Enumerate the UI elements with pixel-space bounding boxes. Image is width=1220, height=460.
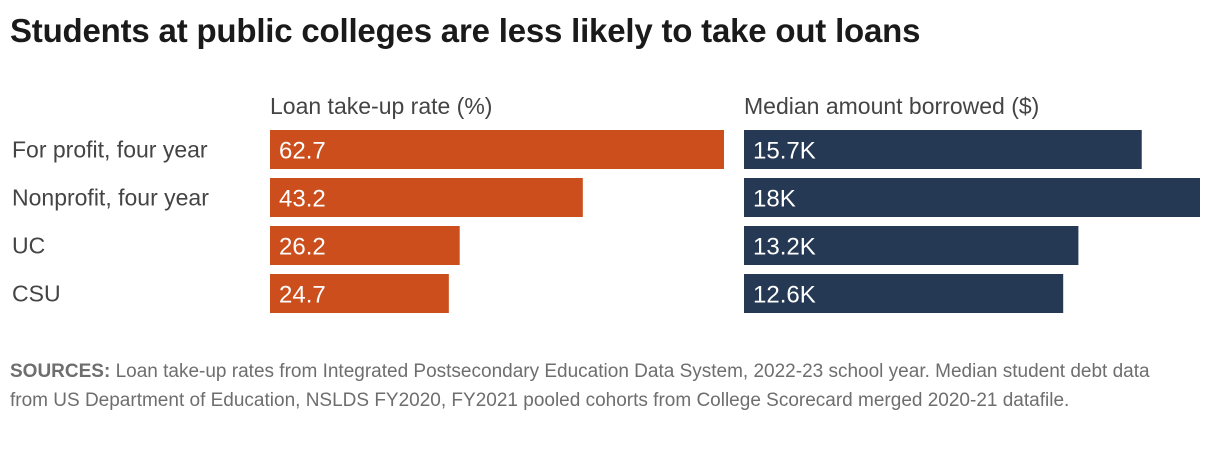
category-label: Nonprofit, four year [12,185,209,211]
bar-value-label: 24.7 [279,282,326,309]
bar [744,178,1200,217]
chart-canvas: For profit, four year Nonprofit, four yea… [12,93,1200,313]
sources-label: SOURCES: [10,361,111,382]
bar [270,130,724,169]
panel-title: Median amount borrowed ($) [744,93,1039,119]
category-label: For profit, four year [12,137,208,163]
bar-value-label: 43.2 [279,186,326,213]
bar [744,130,1142,169]
bar-value-label: 13.2K [753,234,816,261]
bar [270,226,460,265]
chart-title: Students at public colleges are less lik… [10,12,921,49]
panel-title: Loan take-up rate (%) [270,93,492,119]
bar-value-label: 18K [753,186,796,213]
bar-value-label: 15.7K [753,138,816,165]
bar [270,178,583,217]
category-label: UC [12,233,45,259]
category-label: CSU [12,281,61,307]
bar-value-label: 62.7 [279,138,326,165]
sources-text: Loan take-up rates from Integrated Posts… [10,361,1150,411]
bar-value-label: 12.6K [753,282,816,309]
bar-value-label: 26.2 [279,234,326,261]
bar [744,226,1079,265]
bar [270,274,449,313]
bar [744,274,1064,313]
sources-note: SOURCES: Loan take-up rates from Integra… [10,357,1190,415]
